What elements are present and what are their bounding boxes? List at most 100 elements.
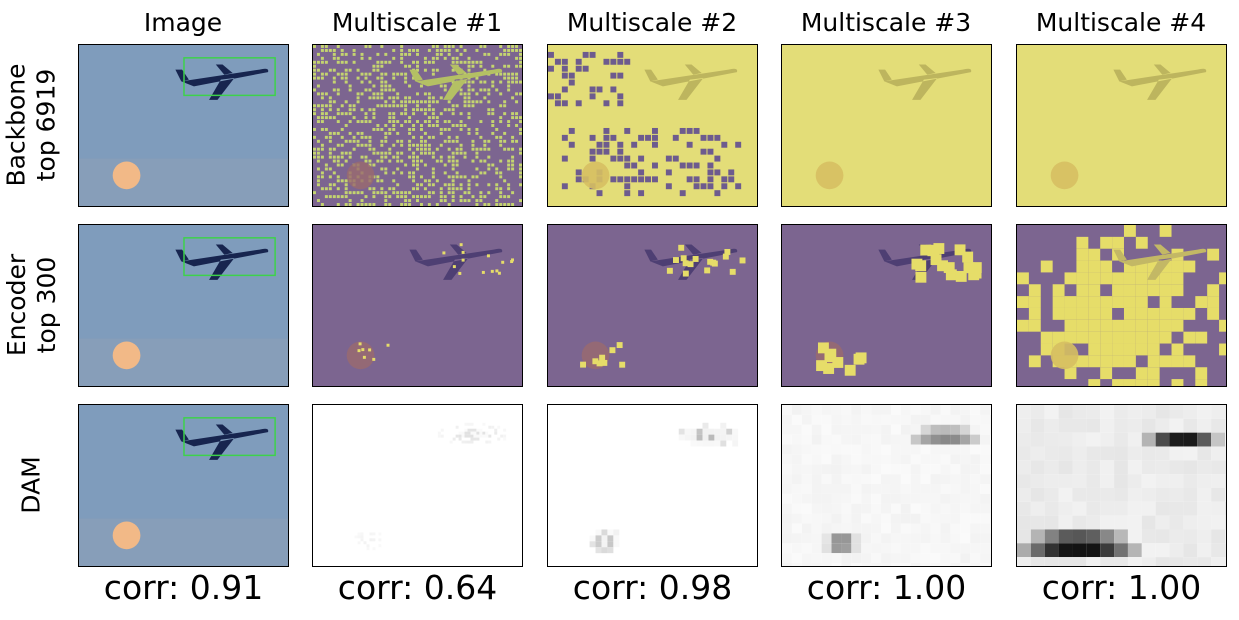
mask-cell [408,131,412,135]
heat-cell [841,523,852,534]
mask-cell [499,92,503,96]
heat-cell [378,538,382,542]
heat-cell [1114,418,1128,433]
mask-cell [356,131,360,135]
mask-cell [495,127,499,131]
mask-cell [1088,331,1101,344]
heat-cell [900,533,911,544]
heat-cell [482,431,486,435]
mask-cell [1135,379,1148,386]
mask-cell [368,187,372,191]
heat-cell [871,493,882,504]
mask-cell [439,84,443,88]
mask-cell [596,141,603,148]
heat-cell [473,434,477,438]
mask-cell [495,183,499,187]
mask-cell [467,88,471,92]
mask-cell [320,45,324,48]
mask-cell [1100,367,1113,380]
heat-cell [1141,515,1156,530]
heat-cell [930,405,941,415]
mask-background [782,45,991,206]
mask-cell [412,135,416,139]
mask-cell [364,159,368,163]
heat-cell [1030,432,1045,447]
mask-cell [455,159,459,163]
mask-cell [652,162,658,169]
mask-cell [463,151,467,155]
heat-cell [782,454,792,465]
mask-cell [396,151,400,155]
mask-cell [340,72,344,76]
mask-cell [348,199,352,203]
mask-cell [483,52,487,56]
mask-cell [372,127,376,131]
mask-cell [499,187,503,191]
column-title-multiscale-2: Multiscale #2 [566,8,738,37]
mask-cell [380,104,384,108]
mask-cell [487,155,491,159]
heat-cell [1155,405,1170,419]
mask-cell [392,155,396,159]
mask-cell [320,116,324,120]
heat-cell [1030,446,1045,461]
heat-cell [861,464,872,475]
heat-cell [950,454,961,465]
mask-cell [368,159,372,163]
heat-cell [464,431,468,435]
heat-cell [1141,418,1156,433]
mask-cell [431,124,435,127]
mask-cell [1064,319,1077,332]
heat-cell [440,434,444,438]
mask-cell [431,112,435,116]
heat-cell [881,405,891,415]
heat-cell [1058,529,1073,544]
mask-cell [419,100,423,104]
heat-cell [1017,474,1031,488]
heat-cell [811,533,822,544]
heat-cell [980,553,991,564]
mask-cell [463,104,467,108]
heat-cell [1017,529,1031,544]
heat-cell [900,474,911,485]
mask-cell [467,96,471,100]
mask-cell [380,155,384,159]
heat-cell [920,414,931,425]
mask-cell [427,147,431,151]
mask-cell [427,48,431,52]
heat-cell [1114,487,1128,502]
heat-cell [1169,460,1184,475]
mask-cell [507,203,511,206]
mask-cell [408,139,412,143]
heat-cell [851,493,862,504]
heat-cell [1114,405,1128,419]
mask-cell [645,176,652,183]
mask-cell [665,169,672,176]
heat-cell [1155,460,1170,475]
heat-cell [831,424,842,435]
heat-cell [1044,405,1059,419]
mask-cell [467,68,471,72]
heat-cell [950,434,961,445]
heat-cell [960,414,971,425]
panel-dam-multiscale-1 [312,404,523,567]
heat-cell [821,523,832,534]
mask-cell [1076,248,1089,261]
heat-cell [930,493,941,504]
mask-cell [427,100,431,104]
mask-cell [372,195,376,199]
mask-cell [352,52,356,56]
heat-cell [801,474,812,485]
mask-cell [1123,272,1136,285]
heat-cell [1030,543,1045,558]
heat-cell [1030,515,1045,530]
heat-cell [1058,515,1073,530]
mask-cell [380,179,384,183]
heat-cell [601,535,608,542]
heat-cell [1197,474,1212,488]
mask-cell [380,187,384,191]
panel-backbone-multiscale-1 [312,44,523,207]
mask-cell [1159,225,1172,237]
mask-cell [459,151,463,155]
mask-cell [443,88,447,92]
